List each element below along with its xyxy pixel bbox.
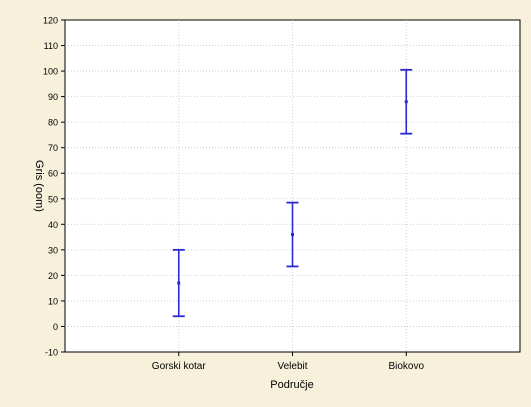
y-tick-label: 40 xyxy=(48,220,58,230)
error-bars xyxy=(172,68,413,318)
y-axis: -10 0 10 20 30 40 50 60 70 80 90 100 110 120 xyxy=(43,16,65,358)
y-tick-label: 110 xyxy=(44,41,58,51)
y-tick-label: 70 xyxy=(48,143,58,153)
y-tick-label: 60 xyxy=(48,169,58,179)
error-bar xyxy=(400,68,413,135)
y-tick-label: 20 xyxy=(48,271,58,281)
x-axis: Gorski kotar Velebit Biokovo xyxy=(152,352,424,372)
mean-point xyxy=(404,100,408,104)
y-tick-label: 50 xyxy=(48,194,58,204)
x-axis-label: Područje xyxy=(270,379,313,391)
y-tick-label: 120 xyxy=(43,16,58,26)
y-tick-label: 30 xyxy=(48,245,58,255)
mean-point xyxy=(291,233,294,237)
y-tick-label: 80 xyxy=(48,118,58,128)
y-tick-label: 90 xyxy=(48,92,58,102)
error-bar xyxy=(172,248,185,318)
y-tick-label: -10 xyxy=(45,348,58,358)
y-tick-label: 10 xyxy=(48,296,58,306)
y-axis-label: Gris (oom) xyxy=(33,160,45,212)
mean-point xyxy=(177,281,181,285)
x-tick-label: Gorski kotar xyxy=(152,361,207,372)
y-tick-label: 100 xyxy=(43,67,58,77)
error-bar xyxy=(286,201,299,268)
x-tick-label: Biokovo xyxy=(388,361,424,372)
x-tick-label: Velebit xyxy=(277,361,307,372)
y-tick-label: 0 xyxy=(53,322,58,332)
